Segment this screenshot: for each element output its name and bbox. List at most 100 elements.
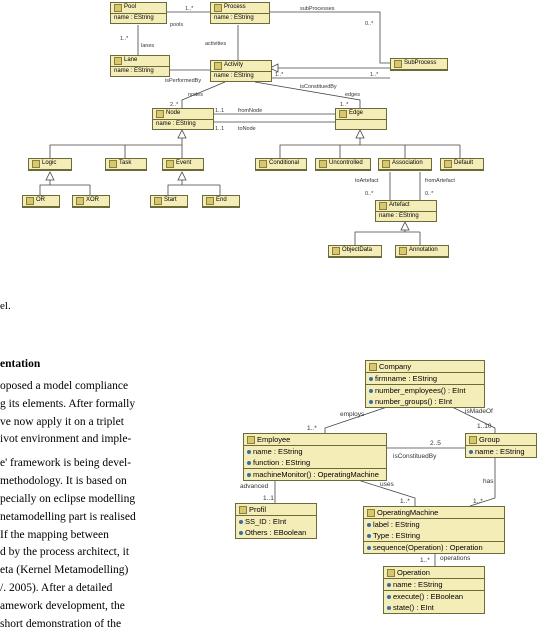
- lbl-has: has: [483, 478, 494, 485]
- class-attr: name : EString: [475, 447, 525, 456]
- class-attr: name : EString: [111, 14, 166, 23]
- class-name: Lane: [124, 57, 137, 64]
- class-name: OperatingMachine: [377, 508, 438, 517]
- class-name: Edge: [349, 110, 363, 117]
- class-lane: Lane name : EString: [110, 55, 170, 77]
- class-edge: Edge: [335, 108, 387, 130]
- mult-pools: 1..*: [185, 6, 194, 12]
- body-line: pecially on eclipse modelling: [0, 491, 175, 509]
- body-line: ve now apply it on a triplet: [0, 414, 175, 432]
- lbl-perf: isPerformedBy: [165, 78, 201, 84]
- class-attr: name : EString: [393, 580, 443, 589]
- lbl-activities: activities: [205, 41, 226, 47]
- mult-has: 1..*: [473, 498, 483, 505]
- class-name: Process: [224, 4, 246, 11]
- class-name: XOR: [86, 197, 99, 204]
- class-name: Start: [164, 197, 177, 204]
- mult-adv: 1..1: [263, 495, 274, 502]
- class-attr: firmname : EString: [375, 374, 437, 383]
- lbl-nodes: nodes: [188, 92, 203, 98]
- class-or: OR: [22, 195, 60, 208]
- class-name: End: [216, 197, 227, 204]
- body-line: g its elements. After formally: [0, 396, 175, 414]
- body-line: methodology. It is based on: [0, 473, 175, 491]
- class-group: Group name : EString: [465, 433, 537, 458]
- mult-ca: 1..*: [275, 72, 284, 78]
- class-conditional: Conditional: [255, 158, 307, 171]
- class-name: OR: [36, 197, 45, 204]
- class-op: execute() : EBoolean: [393, 592, 463, 601]
- class-activity: Activity name : EString: [210, 60, 272, 82]
- lbl-adv: advanced: [240, 483, 269, 490]
- class-attr: label : EString: [373, 520, 420, 529]
- class-artefact: Artefact name : EString: [375, 200, 437, 222]
- class-attr: Others : EBoolean: [245, 528, 306, 537]
- class-attr: SS_ID : EInt: [245, 517, 286, 526]
- class-name: SubProcess: [404, 60, 436, 67]
- class-name: Pool: [124, 4, 136, 11]
- body-line: short demonstration of the: [0, 616, 175, 633]
- class-task: Task: [105, 158, 147, 171]
- body-line: d by the process architect, it: [0, 544, 175, 562]
- mult-made: 1..10: [477, 423, 492, 430]
- lbl-fromart: fromArtefact: [425, 178, 455, 184]
- mult-employs: 1..*: [307, 425, 317, 432]
- lbl-employs: employs: [340, 411, 365, 418]
- mult-lanes: 1..*: [120, 36, 129, 42]
- mult-toA: 0..*: [365, 191, 374, 197]
- class-objectdata: ObjectData: [328, 245, 382, 258]
- body-line: e' framework is being devel-: [0, 455, 175, 473]
- class-attr: Type : EString: [373, 531, 420, 540]
- body-line: ivot environment and imple-: [0, 431, 175, 449]
- class-company: Company firmname : EString number_employ…: [365, 360, 485, 408]
- class-name: Profil: [249, 505, 266, 514]
- class-op: sequence(Operation) : Operation: [373, 543, 483, 552]
- uml-diagram-1: 1..* pools 1..* lanes activities subProc…: [10, 0, 540, 288]
- class-end: End: [202, 195, 240, 208]
- lbl-lanes: lanes: [141, 43, 154, 49]
- class-attr: name : EString: [376, 212, 436, 221]
- lbl-pools: pools: [170, 22, 183, 28]
- class-name: Operation: [397, 568, 430, 577]
- body-line: If the mapping between: [0, 527, 175, 545]
- lbl-tonode: toNode: [238, 126, 256, 132]
- lbl-uses: uses: [380, 481, 394, 488]
- class-subprocess: SubProcess: [390, 58, 448, 71]
- class-uncontrolled: Uncontrolled: [315, 158, 371, 171]
- section-heading-fragment: entation: [0, 358, 40, 370]
- mult-ops: 1..*: [420, 557, 430, 564]
- class-name: Default: [454, 160, 473, 167]
- lbl-edges: edges: [345, 92, 360, 98]
- body-line: eta (Kernel Metamodelling): [0, 562, 175, 580]
- body-line: /. 2005). After a detailed: [0, 580, 175, 598]
- mult-isc: 2..5: [430, 440, 441, 447]
- class-annotation: Annotation: [395, 245, 449, 258]
- class-logic: Logic: [28, 158, 72, 171]
- lbl-fromnode: fromNode: [238, 108, 262, 114]
- lbl-ismadeof: isMadeOf: [465, 408, 493, 415]
- class-name: Association: [392, 160, 423, 167]
- class-name: Node: [166, 110, 180, 117]
- class-node: Node name : EString: [152, 108, 214, 130]
- lbl-ops: operations: [440, 555, 471, 562]
- class-name: Uncontrolled: [329, 160, 363, 167]
- class-process: Process name : EString: [210, 2, 270, 24]
- mult-tn: 1..1: [215, 126, 224, 132]
- class-opmachine: OperatingMachine label : EString Type : …: [363, 506, 505, 554]
- mult-cb: 1..*: [370, 72, 379, 78]
- class-name: Artefact: [389, 202, 410, 209]
- class-association: Association: [378, 158, 432, 171]
- class-name: Event: [176, 160, 191, 167]
- body-line: oposed a model compliance: [0, 378, 175, 396]
- body-paragraph: oposed a model compliance g its elements…: [0, 378, 175, 633]
- mult-fromA: 0..*: [425, 191, 434, 197]
- class-op: number_groups() : EInt: [375, 397, 452, 406]
- class-profil: Profil SS_ID : EInt Others : EBoolean: [235, 503, 317, 539]
- class-name: Activity: [224, 62, 243, 69]
- lbl-toart: toArtefact: [355, 178, 379, 184]
- class-operation: Operation name : EString execute() : EBo…: [383, 566, 485, 614]
- class-op: number_employees() : EInt: [375, 386, 465, 395]
- figure1-caption-fragment: el.: [0, 300, 11, 312]
- diagram1-edges: 1..* pools 1..* lanes activities subProc…: [10, 0, 540, 288]
- class-attr: name : EString: [111, 67, 169, 76]
